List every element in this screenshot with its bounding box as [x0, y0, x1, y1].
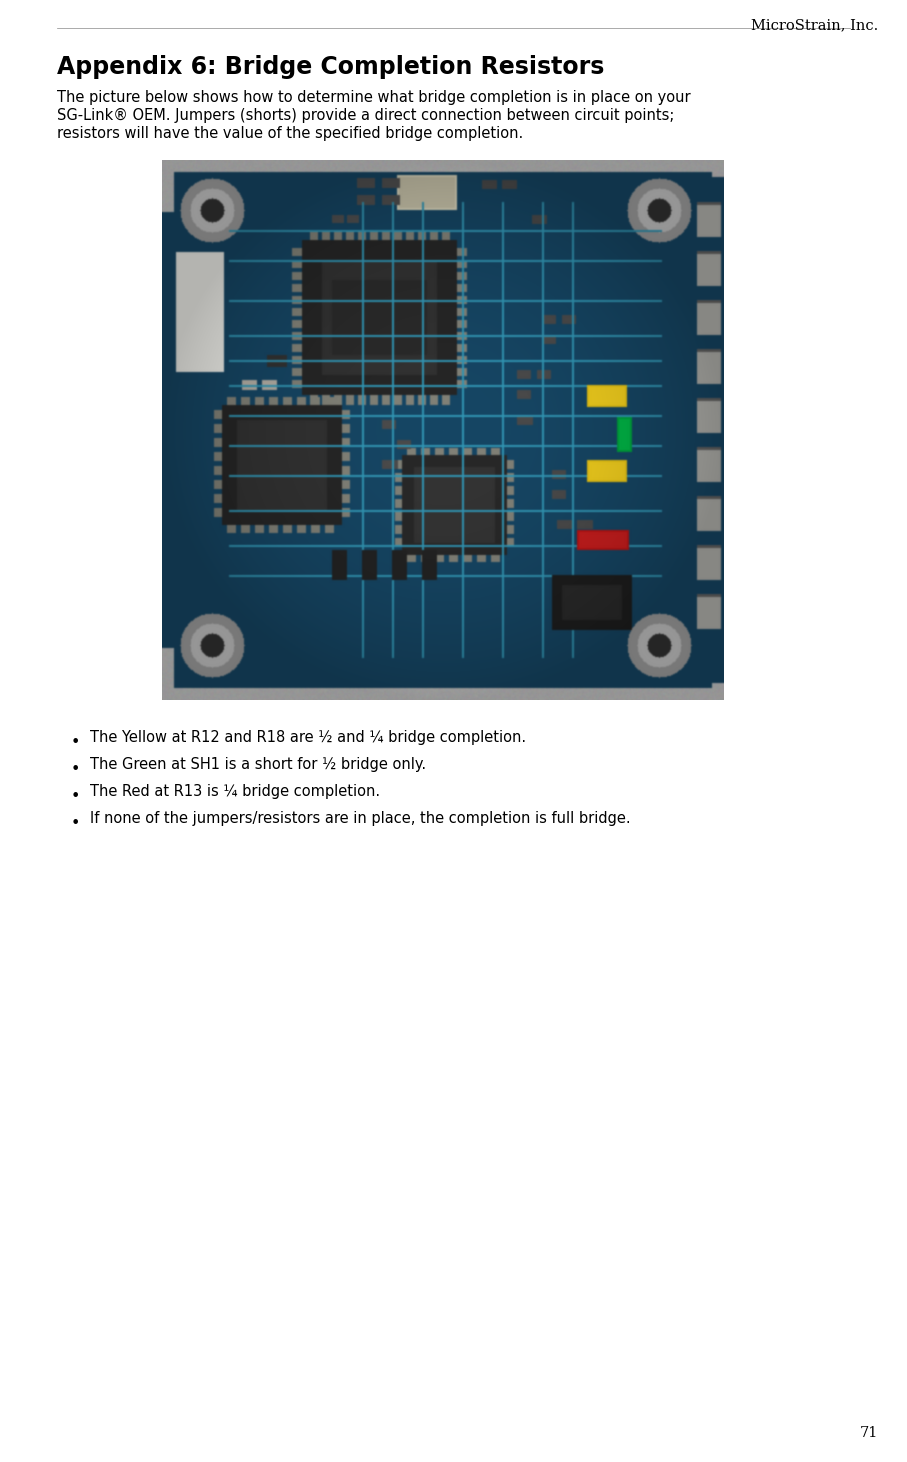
- Text: •: •: [71, 735, 80, 750]
- Text: 71: 71: [860, 1425, 878, 1440]
- Text: MicroStrain, Inc.: MicroStrain, Inc.: [751, 18, 878, 32]
- Text: Appendix 6: Bridge Completion Resistors: Appendix 6: Bridge Completion Resistors: [57, 56, 604, 79]
- Text: •: •: [71, 762, 80, 776]
- Text: If none of the jumpers/resistors are in place, the completion is full bridge.: If none of the jumpers/resistors are in …: [90, 811, 630, 826]
- Text: The Yellow at R12 and R18 are ½ and ¼ bridge completion.: The Yellow at R12 and R18 are ½ and ¼ br…: [90, 730, 526, 746]
- Text: resistors will have the value of the specified bridge completion.: resistors will have the value of the spe…: [57, 126, 523, 140]
- Text: •: •: [71, 816, 80, 830]
- Text: SG-Link® OEM. Jumpers (shorts) provide a direct connection between circuit point: SG-Link® OEM. Jumpers (shorts) provide a…: [57, 108, 675, 123]
- Text: The picture below shows how to determine what bridge completion is in place on y: The picture below shows how to determine…: [57, 91, 690, 105]
- Text: •: •: [71, 789, 80, 804]
- Text: The Red at R13 is ¼ bridge completion.: The Red at R13 is ¼ bridge completion.: [90, 784, 380, 800]
- Text: The Green at SH1 is a short for ½ bridge only.: The Green at SH1 is a short for ½ bridge…: [90, 757, 426, 772]
